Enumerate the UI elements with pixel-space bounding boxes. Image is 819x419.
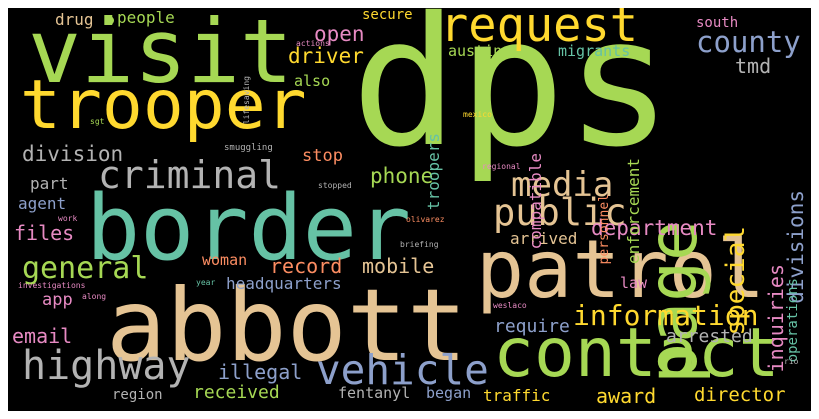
word-public: public [493,191,627,234]
word-department: department [591,216,718,240]
word-personnel: personnel [597,194,612,265]
word-year: year [196,278,216,287]
word-olivarez: olivarez [406,215,445,224]
word-began: began [426,384,472,402]
word-south: south [696,15,739,31]
word-phone: phone [370,164,434,188]
word-contact: contact [493,314,780,393]
word-lifesaving: lifesaving [242,76,251,125]
word-also: also [294,72,331,90]
word-arrived: arrived [510,229,578,248]
word-arrested: arrested [666,326,753,347]
word-trooper: trooper [20,66,307,145]
word-part: part [30,174,69,193]
word-open: open [314,22,365,46]
word-highway: highway [22,343,191,389]
word-briefing: briefing [400,240,439,249]
word-vehicle: vehicle [316,346,489,394]
word-mexico: mexico [463,110,492,119]
word-compatible: compatible [526,153,545,250]
word-inquiries: inquiries [764,264,788,373]
word-require: require [494,316,570,337]
word-illegal: illegal [218,360,303,384]
word-migrants: migrants [558,42,631,60]
word-operations: operations [785,278,801,363]
word-troopers: troopers [424,133,443,211]
word-woman: woman [202,251,248,269]
word-people: people [117,8,175,27]
word-abbott: abbott [106,267,468,384]
word-county: county [696,25,801,59]
word-traffic: traffic [483,386,551,405]
word-investigations: investigations [18,281,86,290]
word-app: app [42,290,73,310]
word-headquarters: headquarters [226,274,342,293]
word-media: media [511,165,614,205]
word-dps: dps [351,8,673,186]
word-received: received [193,382,280,403]
word-agent: agent [18,194,67,213]
word-sgt: sgt [90,117,105,126]
word-division: division [22,142,124,166]
word-tmd: tmd [735,54,772,78]
word-director: director [694,384,786,406]
word-general: general [22,251,149,286]
word-secure: secure [362,8,413,23]
word-fentanyl: fentanyl [338,384,411,402]
word-weslaco: weslaco [493,301,527,310]
word-law: law [620,274,648,292]
word-stop: stop [302,146,343,166]
word-driver: driver [288,44,364,68]
word-record: record [270,254,343,278]
dot-icon [105,16,114,25]
word-special: special [721,226,751,336]
word-criminal: criminal [98,153,282,197]
word-request: request [440,8,639,53]
word-award: award [596,384,657,408]
word-stopped: stopped [318,181,352,190]
word-email: email [12,324,73,348]
word-austin: austin [448,42,503,60]
word-region: region [112,387,163,403]
word-information: information [573,299,759,332]
word-regional: regional [482,162,521,171]
word-mobile: mobile [362,254,435,278]
word-cloud: dps border abbott patrol visit trooper contact… [8,8,811,411]
word-actions: actions [296,39,330,48]
word-drug: drug [55,10,94,29]
word-work: work [58,214,78,223]
word-files: files [14,221,75,245]
word-patrol: patrol [476,223,765,316]
word-along: along [82,292,107,301]
word-smuggling: smuggling [224,143,273,153]
word-border: border [86,176,412,281]
word-visit: visit [28,8,293,103]
word-enforcement: enforcement [624,158,643,264]
word-rio: rio [784,357,799,366]
